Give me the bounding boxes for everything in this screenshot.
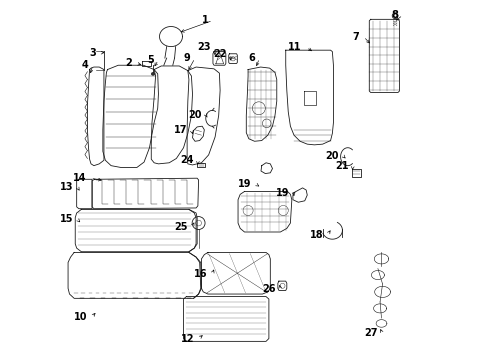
Text: 13: 13 bbox=[60, 182, 73, 192]
Text: 26: 26 bbox=[262, 284, 276, 294]
Text: 19: 19 bbox=[238, 179, 251, 189]
Text: 7: 7 bbox=[352, 32, 359, 41]
Text: 18: 18 bbox=[309, 230, 323, 239]
Text: 17: 17 bbox=[173, 125, 187, 135]
Text: 22: 22 bbox=[213, 49, 226, 59]
Text: 20: 20 bbox=[187, 110, 201, 120]
Text: 3: 3 bbox=[89, 48, 96, 58]
Text: 23: 23 bbox=[197, 42, 210, 52]
Text: 2: 2 bbox=[124, 58, 131, 68]
Text: 12: 12 bbox=[181, 333, 194, 343]
Text: 21: 21 bbox=[334, 161, 348, 171]
Text: 20: 20 bbox=[325, 150, 338, 161]
Text: 16: 16 bbox=[194, 269, 207, 279]
Text: 4: 4 bbox=[81, 60, 88, 70]
Text: 8: 8 bbox=[391, 10, 398, 20]
Text: 11: 11 bbox=[288, 42, 301, 52]
Text: 10: 10 bbox=[74, 312, 87, 322]
Text: 19: 19 bbox=[275, 188, 289, 198]
Text: 14: 14 bbox=[72, 173, 86, 183]
Text: 15: 15 bbox=[60, 215, 73, 224]
Text: 24: 24 bbox=[180, 155, 193, 165]
Text: 25: 25 bbox=[174, 222, 187, 231]
Text: 27: 27 bbox=[364, 328, 377, 338]
Text: 6: 6 bbox=[248, 53, 255, 63]
Text: 9: 9 bbox=[183, 53, 190, 63]
Ellipse shape bbox=[151, 72, 155, 75]
Text: 5: 5 bbox=[147, 55, 154, 65]
Text: 1: 1 bbox=[202, 15, 208, 26]
